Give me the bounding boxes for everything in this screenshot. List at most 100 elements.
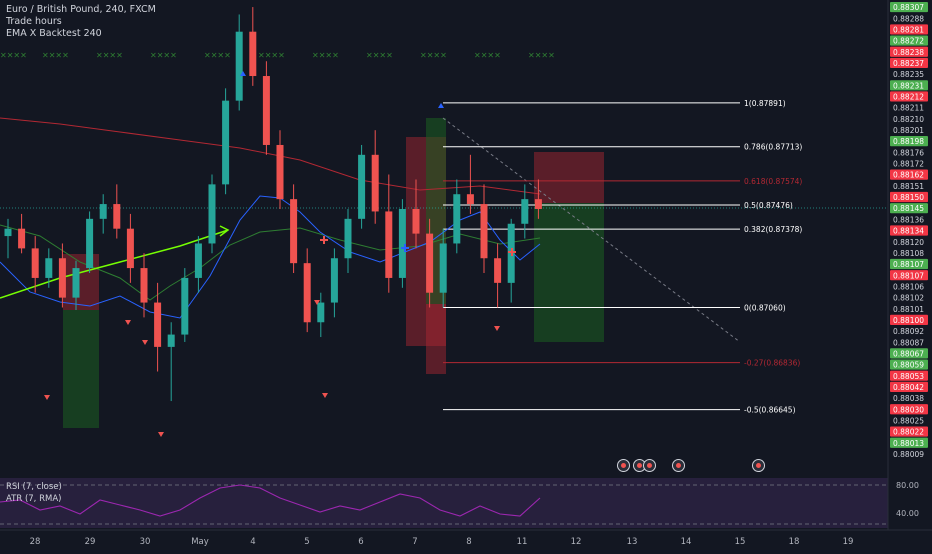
fib-level-label: 0.382(0.87378)	[744, 225, 802, 234]
candle-bearish	[276, 144, 284, 200]
candle-bearish	[494, 258, 502, 283]
candle-bullish	[358, 154, 366, 219]
price-label: 0.88211	[893, 104, 924, 113]
rsi-band-background	[0, 478, 888, 528]
session-marker-text: ✕✕✕✕	[42, 51, 69, 60]
rsi-label[interactable]: RSI (7, close)	[6, 482, 62, 492]
candle-bearish	[290, 199, 298, 264]
trade-markers	[44, 71, 516, 437]
cross-marker	[401, 244, 409, 252]
price-label-badge	[890, 348, 928, 359]
session-marker-text: ✕✕✕✕	[258, 51, 285, 60]
fib-level-label: 0.618(0.87574)	[744, 177, 802, 186]
candle-bullish	[521, 199, 529, 224]
price-label: 0.88025	[893, 416, 924, 425]
fib-level-label: -0.27(0.86836)	[744, 359, 800, 368]
session-marker-text: ✕✕✕✕	[96, 51, 123, 60]
time-axis[interactable]: 28 29 30 May 4 5 6 7 8 11 12 13 14 15 18 19	[0, 529, 932, 547]
candle-bearish	[18, 228, 26, 249]
session-marker-text: ✕✕✕✕	[312, 51, 339, 60]
time-axis-label: 28	[30, 537, 41, 547]
time-axis-label: 13	[627, 537, 638, 547]
session-marker-text: ✕✕✕✕	[420, 51, 447, 60]
candle-bearish	[385, 211, 393, 278]
candle-bearish	[480, 204, 488, 259]
sell-marker	[44, 395, 50, 400]
fib-level-label: 0.786(0.87713)	[744, 143, 802, 152]
price-label-badge	[890, 258, 928, 270]
price-label: 0.88162	[893, 171, 924, 180]
price-label-badge	[890, 46, 928, 57]
price-label: 0.88150	[893, 193, 924, 202]
price-label: 0.88009	[893, 450, 924, 459]
price-label-badge	[890, 270, 928, 281]
price-label-badge	[890, 191, 928, 203]
time-axis-label: 15	[735, 537, 746, 547]
price-label: 0.88212	[893, 93, 924, 102]
time-axis-label: 7	[412, 537, 417, 547]
price-label: 0.88235	[893, 70, 924, 79]
candle-bullish	[439, 243, 447, 293]
economic-event-icon[interactable]	[617, 459, 630, 472]
indicator-label[interactable]: EMA X Backtest 240	[6, 28, 102, 39]
economic-event-icon[interactable]	[633, 459, 646, 472]
candle-bullish	[208, 184, 216, 244]
time-axis-label: 12	[571, 537, 582, 547]
fib-level-label: 1(0.87891)	[744, 99, 786, 108]
candle-bearish	[140, 268, 148, 303]
price-label: 0.88210	[893, 115, 924, 124]
ema-slow-line	[0, 117, 541, 195]
session-marker-text: ✕✕✕✕	[150, 51, 177, 60]
price-scale[interactable]: 0.88307 0.88288 0.88281 0.88272 0.88238 0.882…	[887, 0, 932, 550]
time-axis-label: 6	[358, 537, 363, 547]
price-label-badge	[890, 381, 928, 392]
economic-event-icon[interactable]	[752, 459, 765, 472]
time-axis-label: 19	[843, 537, 854, 547]
price-labels: 0.88307 0.88288 0.88281 0.88272 0.88238 0.882…	[890, 2, 928, 459]
price-label-badge	[890, 35, 928, 46]
sell-marker	[314, 300, 320, 305]
price-label: 0.88100	[893, 316, 924, 325]
economic-event-icon[interactable]	[643, 459, 656, 472]
candle-bearish	[249, 31, 257, 77]
economic-event-icon[interactable]	[672, 459, 685, 472]
price-label-badge	[890, 359, 928, 370]
fib-level-label: 0(0.87060)	[744, 303, 786, 312]
price-label: 0.88136	[893, 215, 924, 224]
atr-label[interactable]: ATR (7, RMA)	[6, 494, 62, 504]
candle-bearish	[534, 199, 542, 209]
session-marker-text: ✕✕✕✕	[528, 51, 555, 60]
price-label: 0.88102	[893, 294, 924, 303]
candle-bullish	[167, 334, 175, 347]
sell-marker	[142, 340, 148, 345]
indicator-label[interactable]: Trade hours	[6, 16, 62, 27]
candle-bullish	[330, 258, 338, 303]
candle-bearish	[371, 154, 379, 212]
candle-bullish	[344, 218, 352, 259]
price-label: 0.88201	[893, 126, 924, 135]
oscillator-pane	[0, 478, 888, 528]
fib-level-label: -0.5(0.86645)	[744, 406, 796, 415]
fib-retracement[interactable]: 1(0.87891) 0.786(0.87713) 0.618(0.87574) 0.…	[442, 99, 802, 415]
price-label-badge	[890, 203, 928, 214]
price-label-badge	[890, 370, 928, 381]
price-label: 0.88172	[893, 160, 924, 169]
symbol-title[interactable]: Euro / British Pound, 240, FXCM	[6, 4, 156, 15]
time-axis-label: May	[191, 537, 209, 547]
loss-zone	[426, 304, 446, 374]
price-label: 0.88107	[893, 260, 924, 269]
trend-line-arrow	[219, 225, 230, 237]
time-axis-label: 4	[250, 537, 255, 547]
price-label: 0.88087	[893, 338, 924, 347]
price-label: 0.88231	[893, 81, 924, 90]
price-label: 0.88134	[893, 227, 924, 236]
candle-bearish	[58, 258, 66, 298]
candle-bearish	[154, 302, 162, 347]
candle-bearish	[113, 204, 121, 229]
price-label: 0.88022	[893, 428, 924, 437]
trend-line[interactable]	[0, 229, 229, 299]
sell-marker	[322, 393, 328, 398]
